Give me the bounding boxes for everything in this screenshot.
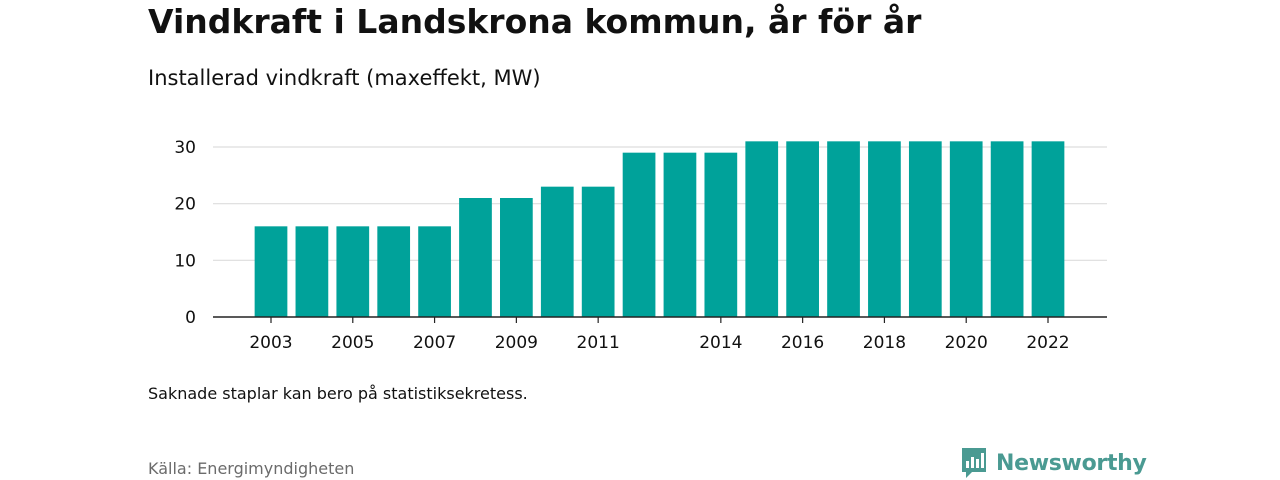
x-tick-label: 2009 xyxy=(495,333,538,353)
bar-2011 xyxy=(581,186,615,317)
y-tick-label: 20 xyxy=(174,195,196,215)
bar-2019 xyxy=(908,141,942,317)
bar-2004 xyxy=(295,226,329,317)
chart-title: Vindkraft i Landskrona kommun, år för år xyxy=(148,2,922,41)
bar-2008 xyxy=(459,198,492,317)
x-tick-label: 2020 xyxy=(945,333,988,353)
bar-2007 xyxy=(418,226,451,317)
footnote: Saknade staplar kan bero på statistiksek… xyxy=(148,384,528,403)
bar-2017 xyxy=(827,141,860,317)
bars xyxy=(254,141,1065,317)
bar-2022 xyxy=(1031,141,1065,317)
chart-subtitle: Installerad vindkraft (maxeffekt, MW) xyxy=(148,66,541,90)
x-tick-label: 2014 xyxy=(699,333,742,353)
x-tick-label: 2007 xyxy=(413,333,456,353)
y-tick-label: 30 xyxy=(174,138,196,158)
y-tick-label: 10 xyxy=(174,251,196,271)
bar-2012 xyxy=(622,152,656,317)
x-tick-label: 2003 xyxy=(249,333,292,353)
y-axis-ticks: 0 10 20 30 xyxy=(174,138,196,328)
bar-2005 xyxy=(336,226,370,317)
bar-2014 xyxy=(704,152,738,317)
x-tick-label: 2016 xyxy=(781,333,824,353)
bar-2021 xyxy=(990,141,1024,317)
bar-2020 xyxy=(949,141,983,317)
bar-2016 xyxy=(786,141,819,317)
bar-2010 xyxy=(540,186,574,317)
brand-logo[interactable]: Newsworthy xyxy=(960,446,1147,480)
bar-2006 xyxy=(377,226,411,317)
bar-2015 xyxy=(745,141,779,317)
x-tick-label: 2018 xyxy=(863,333,906,353)
bar-2003 xyxy=(254,226,288,317)
x-tick-label: 2005 xyxy=(331,333,374,353)
bar-2018 xyxy=(868,141,901,317)
newsworthy-logo-icon xyxy=(962,448,986,478)
source-credit: Källa: Energimyndigheten xyxy=(148,459,355,478)
brand-name: Newsworthy xyxy=(996,450,1147,476)
bar-2009 xyxy=(500,198,533,317)
x-axis-ticks: 2003 2005 2007 2009 2011 2014 2016 2018 2020 2022 xyxy=(249,317,1070,353)
y-tick-label: 0 xyxy=(185,308,196,328)
x-tick-label: 2011 xyxy=(577,333,620,353)
x-tick-label: 2022 xyxy=(1026,333,1069,353)
bar-2013 xyxy=(663,152,697,317)
